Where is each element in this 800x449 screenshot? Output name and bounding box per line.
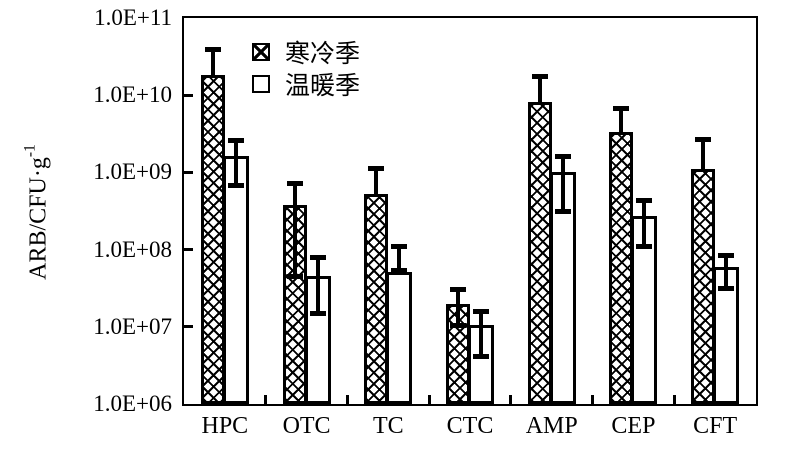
x-category-label: CTC — [446, 413, 494, 439]
error-bar-cap-top-cold-OTC — [286, 181, 303, 187]
error-bar-cap-top-warm-TC — [391, 244, 408, 250]
error-bar-cap-top-cold-AMP — [531, 74, 548, 80]
legend: 寒冷季 温暖季 — [252, 36, 360, 100]
x-category-label: CFT — [693, 413, 738, 439]
bar-cold-OTC — [282, 204, 307, 404]
error-bar-cap-bottom-warm-CEP — [636, 244, 653, 250]
error-bar-cap-top-cold-HPC — [204, 46, 221, 52]
bar-warm-HPC — [222, 155, 249, 404]
plot-area — [184, 18, 756, 404]
error-bar-line-cold-HPC — [210, 48, 215, 76]
legend-item-cold-season: 寒冷季 — [252, 36, 360, 68]
error-bar-line-warm-TC — [397, 246, 402, 270]
x-axis-tick — [345, 395, 349, 404]
error-bar-line-cold-OTC — [292, 183, 297, 277]
error-bar-line-warm-CFT — [724, 254, 729, 288]
bar-warm-TC — [386, 271, 413, 404]
x-category-label: AMP — [525, 413, 578, 439]
error-bar-cap-top-warm-CTC — [473, 309, 489, 315]
legend-item-warm-season: 温暖季 — [252, 68, 360, 100]
y-axis-tick — [184, 325, 193, 329]
y-axis-tick — [184, 248, 193, 252]
error-bar-cap-top-warm-CEP — [636, 197, 653, 203]
x-axis-tick — [427, 395, 431, 404]
error-bar-line-warm-CEP — [642, 199, 647, 247]
y-tick-label: 1.0E+08 — [93, 236, 172, 262]
legend-label-warm-season: 温暖季 — [285, 73, 361, 100]
bar-cold-CEP — [609, 132, 634, 404]
y-tick-label: 1.0E+11 — [94, 5, 172, 30]
x-axis-tick — [509, 395, 513, 404]
error-bar-line-warm-OTC — [315, 256, 320, 314]
error-bar-cap-top-cold-CTC — [450, 286, 466, 292]
error-bar-cap-bottom-cold-OTC — [286, 274, 303, 280]
error-bar-cap-top-warm-OTC — [309, 254, 326, 260]
y-axis-tick — [184, 93, 193, 97]
bar-cold-AMP — [527, 101, 552, 404]
legend-label-cold-season: 寒冷季 — [285, 41, 361, 68]
x-axis-tick — [264, 395, 268, 404]
error-bar-cap-bottom-warm-HPC — [227, 183, 244, 189]
crosshatch-swatch-icon — [252, 43, 270, 61]
error-bar-line-warm-AMP — [560, 155, 565, 211]
y-tick-label: 1.0E+09 — [93, 159, 172, 185]
error-bar-cap-bottom-warm-CTC — [473, 353, 489, 359]
x-category-label: OTC — [282, 413, 331, 439]
error-bar-cap-top-cold-TC — [368, 165, 385, 171]
error-bar-cap-top-warm-AMP — [554, 153, 571, 159]
error-bar-cap-top-warm-HPC — [227, 138, 244, 144]
error-bar-line-warm-CTC — [479, 311, 483, 356]
error-bar-line-cold-AMP — [537, 76, 542, 102]
x-category-label: HPC — [201, 413, 249, 439]
error-bar-cap-top-warm-CFT — [718, 252, 735, 258]
x-category-label: TC — [372, 413, 404, 439]
y-axis-tick — [184, 170, 193, 174]
error-bar-line-cold-CEP — [619, 108, 624, 133]
x-axis-tick — [672, 395, 676, 404]
bar-cold-CFT — [691, 169, 716, 404]
y-tick-label: 1.0E+10 — [93, 82, 172, 108]
error-bar-line-warm-HPC — [233, 140, 238, 186]
error-bar-line-cold-TC — [374, 167, 379, 195]
error-bar-cap-top-cold-CFT — [695, 137, 712, 143]
y-axis-title-superscript: -1 — [21, 144, 39, 158]
error-bar-cap-bottom-warm-CFT — [718, 285, 735, 291]
open-swatch-icon — [252, 75, 270, 93]
error-bar-cap-bottom-warm-OTC — [309, 311, 326, 317]
error-bar-line-cold-CFT — [701, 139, 706, 170]
x-axis-tick — [591, 395, 595, 404]
error-bar-line-cold-CTC — [456, 288, 460, 326]
bar-cold-TC — [364, 194, 389, 404]
error-bar-cap-top-cold-CEP — [613, 106, 630, 112]
y-tick-label: 1.0E+07 — [93, 313, 172, 339]
bar-cold-HPC — [200, 75, 225, 404]
y-tick-label: 1.0E+06 — [93, 391, 172, 416]
error-bar-cap-bottom-warm-TC — [391, 267, 408, 273]
plot-frame — [182, 16, 758, 406]
error-bar-cap-bottom-cold-CTC — [450, 323, 466, 329]
x-category-label: CEP — [611, 413, 656, 439]
error-bar-cap-bottom-warm-AMP — [554, 208, 571, 214]
